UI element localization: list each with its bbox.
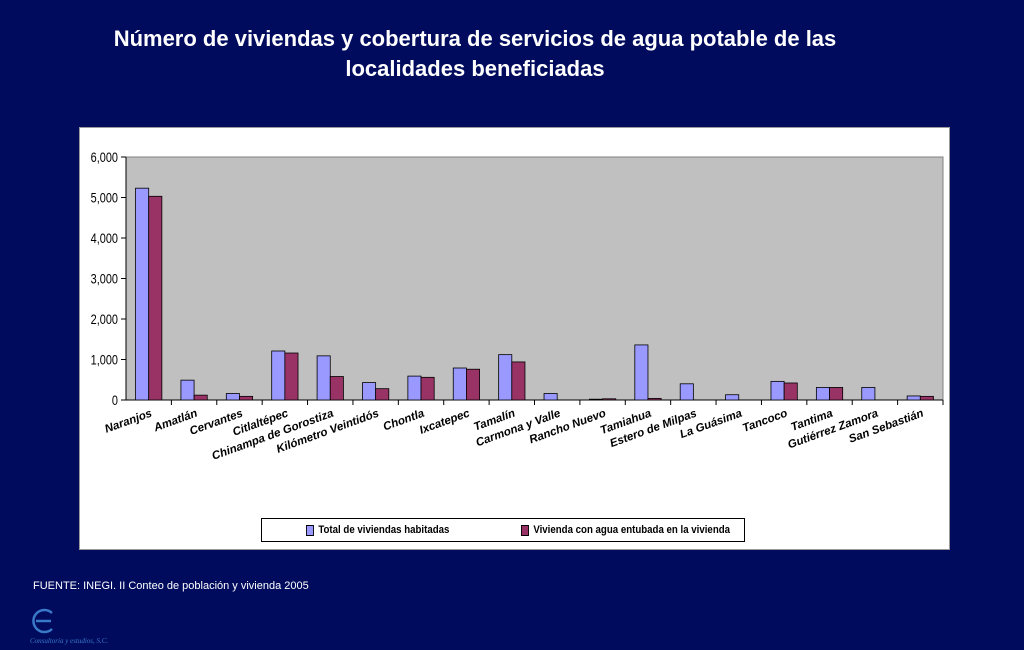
bar-series-1 xyxy=(679,383,694,401)
x-tick-label: Ixcatepec xyxy=(418,407,472,436)
bar-series-1 xyxy=(589,398,603,401)
bar-series-2 xyxy=(829,387,844,401)
bar-series-1 xyxy=(634,344,649,401)
chart-title: Número de viviendas y cobertura de servi… xyxy=(0,24,950,84)
company-logo-icon xyxy=(32,608,53,634)
source-note: FUENTE: INEGI. II Conteo de población y … xyxy=(33,580,309,592)
bar-series-2 xyxy=(148,195,163,401)
y-tick-label: 4,000 xyxy=(91,231,118,247)
legend-swatch-series-2 xyxy=(521,524,529,536)
bar-series-1 xyxy=(498,354,513,401)
bar-series-2 xyxy=(466,368,480,401)
y-tick-label: 3,000 xyxy=(91,271,118,287)
y-tick-label: 0 xyxy=(112,393,118,409)
bar-series-2 xyxy=(420,376,435,401)
legend-label-series-1: Total de viviendas habitadas xyxy=(318,524,450,536)
x-tick-label: Naranjos xyxy=(103,408,153,436)
bar-series-1 xyxy=(770,380,785,401)
bar-series-2 xyxy=(602,398,617,401)
legend-item-series-2: Vivienda con agua entubada en la viviend… xyxy=(521,524,730,536)
title-line-2: localidades beneficiadas xyxy=(345,56,605,81)
bar-series-1 xyxy=(452,367,467,401)
y-tick-label: 5,000 xyxy=(91,190,118,206)
bar-series-1 xyxy=(815,387,830,401)
bar-series-2 xyxy=(329,376,344,401)
bar-series-1 xyxy=(362,382,377,401)
bar-series-1 xyxy=(271,350,286,401)
legend-swatch-series-1 xyxy=(306,524,314,536)
y-tick-label: 6,000 xyxy=(91,150,118,166)
legend-item-series-1: Total de viviendas habitadas xyxy=(306,524,449,536)
bar-series-1 xyxy=(407,375,422,401)
chart-container: 0 1,000 2,000 3,000 4,000 5,000 6,000 Naranjos A… xyxy=(79,127,950,550)
bar-series-1 xyxy=(135,187,150,401)
bar-series-1 xyxy=(861,387,876,401)
bar-series-2 xyxy=(919,395,934,401)
chart-legend: Total de viviendas habitadas Vivienda co… xyxy=(261,518,745,542)
bar-series-2 xyxy=(783,382,798,401)
bar-series-2 xyxy=(375,388,390,401)
plot-area xyxy=(125,156,944,401)
bar-series-1 xyxy=(906,395,921,401)
company-logo-text: Consultoría y estudios, S.C. xyxy=(30,637,109,645)
bar-series-1 xyxy=(180,379,195,401)
bar-series-1 xyxy=(543,393,558,401)
bar-series-1 xyxy=(316,355,331,401)
y-tick-label: 1,000 xyxy=(91,352,118,368)
bar-series-2 xyxy=(284,352,299,401)
legend-label-series-2: Vivienda con agua entubada en la viviend… xyxy=(533,524,731,536)
x-tick-label: Tancoco xyxy=(741,408,789,435)
bar-series-1 xyxy=(225,393,240,401)
y-tick-label: 2,000 xyxy=(91,312,118,328)
bar-series-2 xyxy=(193,394,208,401)
bar-chart: 01,0002,0003,0004,0005,0006,000NaranjosA… xyxy=(91,150,944,463)
title-line-1: Número de viviendas y cobertura de servi… xyxy=(113,26,837,51)
bar-series-1 xyxy=(725,394,740,401)
bar-series-2 xyxy=(511,361,526,401)
bar-series-2 xyxy=(239,395,254,401)
bar-series-2 xyxy=(647,397,662,401)
